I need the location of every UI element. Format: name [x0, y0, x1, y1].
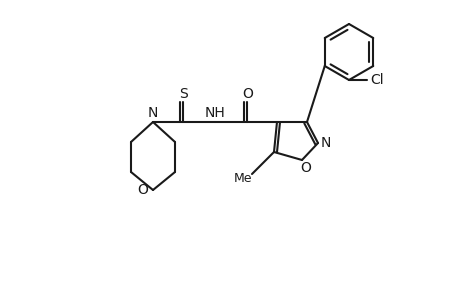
Text: Cl: Cl — [369, 73, 383, 87]
Text: N: N — [147, 106, 158, 120]
Text: S: S — [179, 87, 188, 101]
Text: Me: Me — [233, 172, 252, 184]
Text: NH: NH — [204, 106, 225, 120]
Text: O: O — [137, 183, 148, 197]
Text: O: O — [242, 87, 253, 101]
Text: N: N — [320, 136, 330, 150]
Text: O: O — [300, 161, 311, 175]
